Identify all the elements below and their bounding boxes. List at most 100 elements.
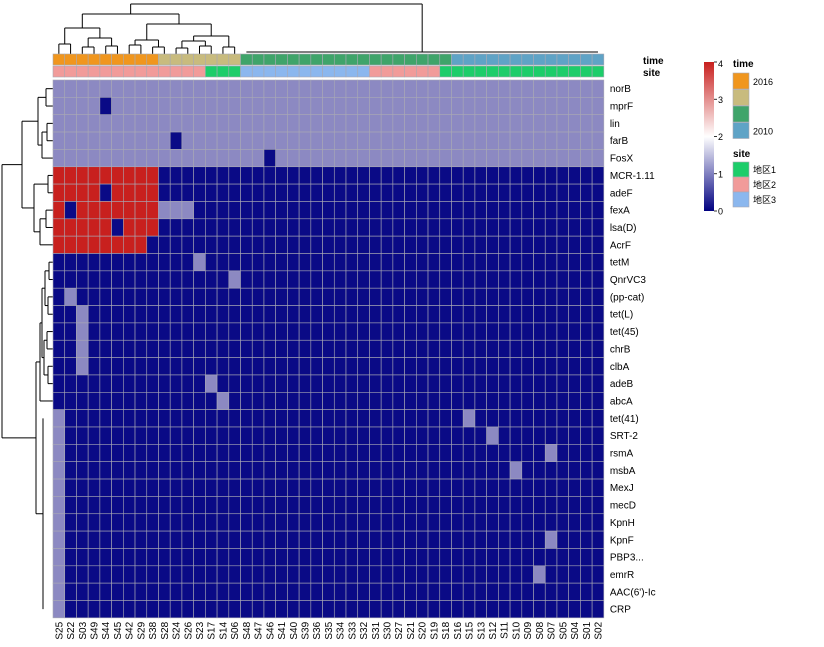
- cell-CRP-S19: [427, 600, 441, 619]
- cell-AcrF-S12: [486, 235, 499, 254]
- cell-tet(L)-S24: [169, 305, 183, 324]
- cell-fexA-S26: [181, 201, 194, 220]
- cell-emrR-S24: [169, 565, 183, 584]
- cell-(pp-cat)-S08: [533, 287, 546, 306]
- heatmap-cells: [52, 79, 605, 619]
- cell-abcA-S13: [474, 391, 487, 410]
- cell-tetM-S10: [509, 253, 523, 272]
- cell-emrR-S13: [474, 565, 487, 584]
- cell-farB-S13: [474, 131, 487, 150]
- cell-mprF-S42: [123, 97, 136, 115]
- cell-emrR-S03: [76, 565, 89, 584]
- cell-adeF-S38: [146, 183, 159, 202]
- cell-adeF-S24: [169, 183, 183, 202]
- cell-emrR-S47: [251, 565, 265, 584]
- cell-farB-S10: [509, 131, 523, 150]
- cell-lin-S40: [287, 114, 300, 133]
- cell-KpnF-S45: [111, 530, 124, 549]
- cell-msbA-S41: [275, 461, 288, 480]
- cell-tet(45)-S05: [556, 322, 569, 341]
- cell-FosX-S41: [275, 149, 288, 168]
- cell-KpnH-S46: [263, 513, 276, 532]
- cell-farB-S06: [228, 131, 241, 150]
- cell-PBP3...-S42: [123, 548, 136, 567]
- cell-mprF-S29: [134, 97, 148, 115]
- cell-farB-S09: [521, 131, 534, 150]
- cell-rsmA-S21: [404, 444, 417, 463]
- cell-adeF-S02: [591, 183, 605, 202]
- cell-chrB-S21: [404, 339, 417, 358]
- cell-MexJ-S48: [240, 478, 253, 497]
- cell-tet(L)-S20: [416, 305, 429, 324]
- cell-lsa(D)-S18: [439, 218, 452, 237]
- cell-FosX-S45: [111, 149, 124, 168]
- cell-emrR-S04: [568, 565, 581, 584]
- column-label: S48: [242, 621, 253, 639]
- cell-AcrF-S13: [474, 235, 487, 254]
- cell-SRT-2-S17: [205, 426, 218, 445]
- cell-tetM-S33: [345, 253, 359, 272]
- cell-clbA-S29: [134, 357, 148, 376]
- cell-KpnF-S13: [474, 530, 487, 549]
- cell-fexA-S20: [416, 201, 429, 220]
- cell-mprF-S11: [498, 97, 511, 115]
- cell-(pp-cat)-S39: [298, 287, 312, 306]
- cell-lin-S08: [533, 114, 546, 133]
- cell-abcA-S16: [451, 391, 464, 410]
- cell-mprF-S04: [568, 97, 581, 115]
- cell-PBP3...-S47: [251, 548, 265, 567]
- cell-adeF-S01: [580, 183, 593, 202]
- cell-adeF-S20: [416, 183, 429, 202]
- cell-farB-S04: [568, 131, 581, 150]
- time-annotation-cell: [544, 53, 558, 66]
- cell-KpnH-S41: [275, 513, 288, 532]
- cell-AcrF-S09: [521, 235, 534, 254]
- cell-tetM-S17: [205, 253, 218, 272]
- cell-(pp-cat)-S23: [193, 287, 206, 306]
- cell-norB-S09: [521, 79, 534, 98]
- cell-msbA-S33: [345, 461, 359, 480]
- cell-KpnF-S26: [181, 530, 194, 549]
- cell-lin-S17: [205, 114, 218, 133]
- cell-tetM-S32: [357, 253, 370, 272]
- cell-CRP-S12: [486, 600, 499, 619]
- cell-CRP-S39: [298, 600, 312, 619]
- cell-fexA-S01: [580, 201, 593, 220]
- cell-mprF-S23: [193, 97, 206, 115]
- cell-QnrVC3-S20: [416, 270, 429, 289]
- cell-KpnF-S31: [369, 530, 382, 549]
- cell-msbA-S18: [439, 461, 452, 480]
- cell-adeB-S07: [544, 374, 558, 393]
- cell-KpnH-S18: [439, 513, 452, 532]
- cell-SRT-2-S04: [568, 426, 581, 445]
- cell-emrR-S02: [591, 565, 605, 584]
- cell-mecD-S21: [404, 496, 417, 515]
- cell-AcrF-S01: [580, 235, 593, 254]
- cell-QnrVC3-S36: [310, 270, 323, 289]
- site-annotation-cell: [310, 65, 323, 78]
- cell-lin-S10: [509, 114, 523, 133]
- cell-CRP-S32: [357, 600, 370, 619]
- cell-KpnH-S05: [556, 513, 569, 532]
- site-annotation-cell: [427, 65, 441, 78]
- cell-msbA-S07: [544, 461, 558, 480]
- cell-tetM-S21: [404, 253, 417, 272]
- site-annotation-cell: [263, 65, 276, 78]
- cell-MCR-1.11-S33: [345, 166, 359, 185]
- cell-rsmA-S27: [392, 444, 405, 463]
- cell-AAC(6')-Ic-S28: [158, 582, 171, 601]
- cell-AAC(6')-Ic-S04: [568, 582, 581, 601]
- cell-rsmA-S10: [509, 444, 523, 463]
- cell-norB-S18: [439, 79, 452, 98]
- cell-adeF-S19: [427, 183, 441, 202]
- cell-tetM-S34: [333, 253, 347, 272]
- cell-FosX-S48: [240, 149, 253, 168]
- cell-farB-S12: [486, 131, 499, 150]
- cell-AcrF-S26: [181, 235, 194, 254]
- cell-PBP3...-S25: [52, 548, 66, 567]
- cell-farB-S01: [580, 131, 593, 150]
- cell-norB-S26: [181, 79, 194, 98]
- cell-mecD-S06: [228, 496, 241, 515]
- cell-MexJ-S26: [181, 478, 194, 497]
